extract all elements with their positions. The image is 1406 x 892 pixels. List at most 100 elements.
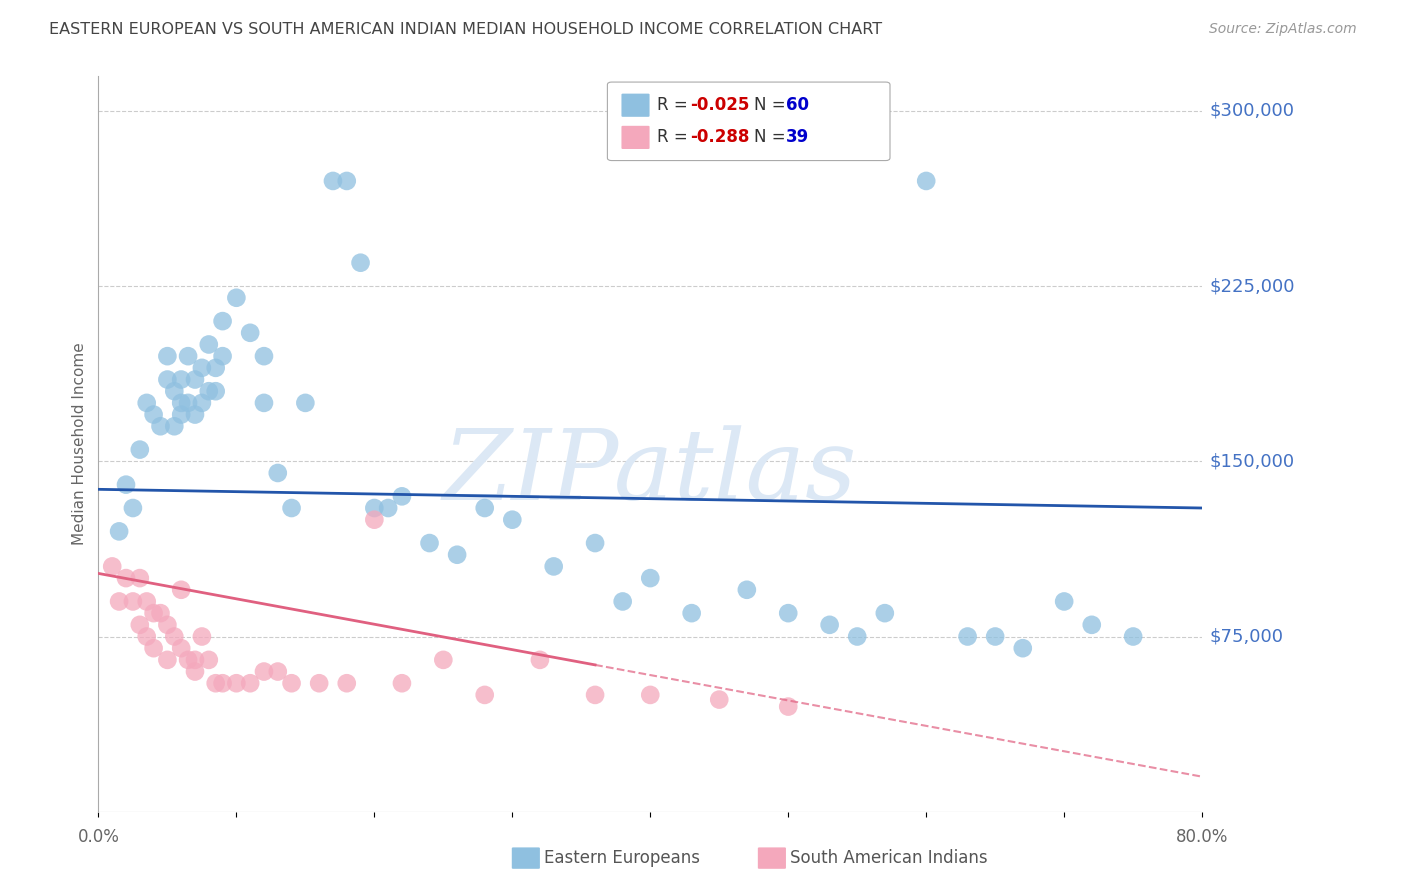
Point (184, 408, 207, 422)
Text: $75,000: $75,000 (1209, 627, 1284, 646)
Text: R =: R = (657, 128, 693, 146)
Point (308, 676, 330, 690)
Point (377, 501, 399, 516)
Point (956, 630, 979, 644)
Point (177, 349, 200, 363)
Point (163, 419, 186, 434)
Point (846, 630, 869, 644)
Point (156, 617, 179, 632)
Point (135, 630, 157, 644)
Point (1011, 641, 1033, 656)
Point (432, 653, 454, 667)
Point (128, 442, 150, 457)
Point (778, 606, 800, 620)
Text: 0.0%: 0.0% (77, 828, 120, 846)
Point (191, 396, 214, 410)
Point (915, 174, 938, 188)
Text: $225,000: $225,000 (1209, 277, 1295, 295)
Point (363, 513, 385, 527)
Text: Eastern Europeans: Eastern Europeans (544, 849, 700, 867)
Point (191, 360, 214, 375)
Point (583, 536, 606, 550)
Point (225, 676, 247, 690)
Point (253, 665, 276, 679)
Text: N =: N = (754, 128, 790, 146)
Point (128, 571, 150, 585)
Point (177, 653, 200, 667)
Point (211, 676, 233, 690)
Point (638, 688, 661, 702)
Point (543, 559, 565, 574)
Point (446, 548, 468, 562)
Point (873, 606, 896, 620)
Text: South American Indians: South American Indians (790, 849, 988, 867)
Text: -0.025: -0.025 (690, 96, 749, 114)
Point (280, 501, 302, 516)
Point (142, 408, 165, 422)
Point (583, 688, 606, 702)
Text: 80.0%: 80.0% (1175, 828, 1229, 846)
Point (391, 489, 413, 503)
Point (135, 396, 157, 410)
Point (363, 501, 385, 516)
Point (177, 396, 200, 410)
Point (349, 256, 371, 270)
Point (984, 630, 1007, 644)
Point (122, 594, 145, 608)
Point (163, 384, 186, 399)
Point (211, 349, 233, 363)
Text: 39: 39 (786, 128, 810, 146)
Point (1053, 594, 1076, 608)
Point (239, 326, 262, 340)
Point (115, 477, 138, 491)
Point (778, 699, 800, 714)
Text: ZIPatlas: ZIPatlas (443, 425, 858, 521)
Point (184, 372, 207, 386)
Point (280, 676, 302, 690)
Point (322, 174, 344, 188)
Point (501, 513, 523, 527)
Point (142, 641, 165, 656)
Point (818, 617, 841, 632)
Point (170, 396, 193, 410)
Point (211, 314, 233, 328)
Point (204, 360, 226, 375)
Text: 60: 60 (786, 96, 808, 114)
Point (156, 653, 179, 667)
Point (529, 653, 551, 667)
Point (709, 692, 731, 706)
Text: R =: R = (657, 96, 693, 114)
Point (170, 372, 193, 386)
Point (1122, 630, 1144, 644)
Point (170, 641, 193, 656)
Point (1080, 617, 1102, 632)
Text: N =: N = (754, 96, 790, 114)
Point (108, 524, 131, 539)
Text: $300,000: $300,000 (1209, 102, 1294, 120)
Point (156, 349, 179, 363)
Point (115, 571, 138, 585)
Point (142, 606, 165, 620)
Point (638, 571, 661, 585)
Point (612, 594, 634, 608)
Point (197, 337, 219, 351)
Y-axis label: Median Household Income: Median Household Income (72, 343, 87, 545)
Point (336, 174, 359, 188)
Text: EASTERN EUROPEAN VS SOUTH AMERICAN INDIAN MEDIAN HOUSEHOLD INCOME CORRELATION CH: EASTERN EUROPEAN VS SOUTH AMERICAN INDIA… (49, 22, 883, 37)
Point (135, 594, 157, 608)
Point (735, 582, 758, 597)
Point (419, 536, 441, 550)
Point (204, 384, 226, 399)
Point (128, 617, 150, 632)
Point (294, 396, 316, 410)
Point (391, 676, 413, 690)
Point (108, 594, 131, 608)
Point (474, 688, 496, 702)
Point (474, 501, 496, 516)
Text: Source: ZipAtlas.com: Source: ZipAtlas.com (1209, 22, 1357, 37)
Point (197, 384, 219, 399)
Point (336, 676, 359, 690)
Point (156, 372, 179, 386)
Point (191, 630, 214, 644)
Point (253, 396, 276, 410)
